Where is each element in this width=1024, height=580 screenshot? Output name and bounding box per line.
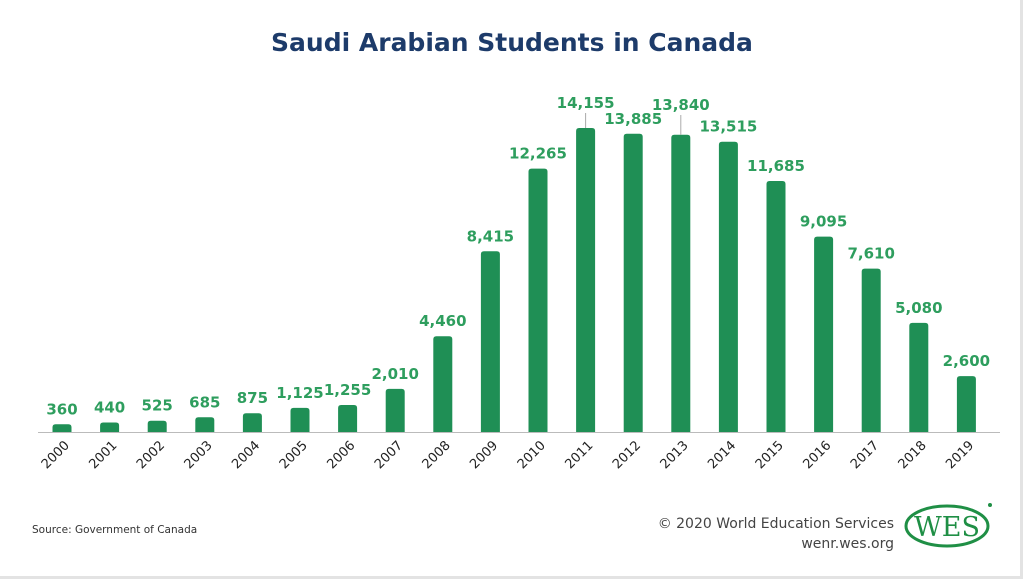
bar-2007: [385, 388, 405, 432]
data-label-2005: 1,125: [276, 384, 323, 402]
x-tick-label-2013: 2013: [658, 438, 692, 472]
bar-2011: [576, 128, 596, 432]
bar-2018: [909, 322, 929, 432]
x-tick-label-2014: 2014: [705, 438, 739, 472]
x-tick-label-2011: 2011: [562, 438, 596, 472]
bar-2008: [433, 336, 453, 432]
bar-2013: [671, 134, 691, 432]
data-label-2003: 685: [189, 393, 220, 411]
data-label-2011: 14,155: [557, 94, 615, 112]
x-tick-label-2017: 2017: [848, 438, 882, 472]
data-label-2014: 13,515: [699, 118, 757, 136]
bar-2014: [718, 141, 738, 432]
wes-logo: WES: [904, 503, 992, 548]
data-label-2008: 4,460: [419, 312, 466, 330]
copyright: © 2020 World Education Services: [657, 516, 894, 532]
x-tick-label-2002: 2002: [134, 438, 168, 472]
data-label-2007: 2,010: [371, 365, 418, 383]
website-link[interactable]: wenr.wes.org: [801, 536, 894, 552]
bar-2001: [100, 422, 120, 432]
x-tick-label-2004: 2004: [229, 438, 263, 472]
bar-2004: [242, 413, 262, 432]
data-label-2018: 5,080: [895, 299, 942, 317]
data-label-2017: 7,610: [847, 245, 894, 263]
bar-2012: [623, 133, 643, 433]
data-label-2016: 9,095: [800, 213, 847, 231]
source-note: Source: Government of Canada: [32, 524, 198, 536]
x-tick-label-2005: 2005: [277, 438, 311, 472]
x-tick-label-2006: 2006: [324, 438, 358, 472]
x-tick-label-2015: 2015: [753, 438, 787, 472]
data-label-2006: 1,255: [324, 381, 371, 399]
x-tick-label-2009: 2009: [467, 438, 501, 472]
bar-2019: [956, 376, 976, 432]
bar-2010: [528, 168, 548, 432]
data-label-2010: 12,265: [509, 145, 567, 163]
bar-chart: 360 2000 440 2001 525 2002 685 2003 875 2004 1,125…: [38, 94, 1000, 472]
data-label-2009: 8,415: [467, 227, 514, 245]
bar-2017: [861, 268, 881, 432]
chart-title: Saudi Arabian Students in Canada: [271, 28, 753, 57]
bar-2016: [814, 236, 834, 432]
bar-2002: [147, 420, 167, 432]
data-label-2001: 440: [94, 399, 125, 417]
x-tick-label-2000: 2000: [39, 438, 73, 472]
credits: © 2020 World Education Services wenr.wes…: [658, 514, 894, 554]
x-tick-label-2012: 2012: [610, 438, 644, 472]
bar-2015: [766, 181, 786, 432]
x-tick-label-2008: 2008: [420, 438, 454, 472]
x-tick-label-2018: 2018: [896, 438, 930, 472]
data-label-2002: 525: [142, 397, 173, 415]
bar-2009: [480, 251, 500, 432]
data-label-2015: 11,685: [747, 157, 805, 175]
x-tick-label-2007: 2007: [372, 438, 406, 472]
x-tick-label-2010: 2010: [515, 438, 549, 472]
x-tick-label-2019: 2019: [943, 438, 977, 472]
x-tick-label-2016: 2016: [800, 438, 834, 472]
data-label-2013: 13,840: [652, 96, 710, 114]
bar-2006: [338, 405, 358, 432]
data-label-2019: 2,600: [943, 352, 990, 370]
data-label-2012: 13,885: [604, 110, 662, 128]
bar-2003: [195, 417, 215, 432]
bar-2000: [52, 424, 72, 432]
bar-2005: [290, 407, 310, 432]
data-label-2004: 875: [237, 389, 268, 407]
data-label-2000: 360: [46, 400, 77, 418]
x-tick-label-2001: 2001: [86, 438, 120, 472]
x-tick-label-2003: 2003: [182, 438, 216, 472]
svg-text:WES: WES: [914, 512, 980, 543]
